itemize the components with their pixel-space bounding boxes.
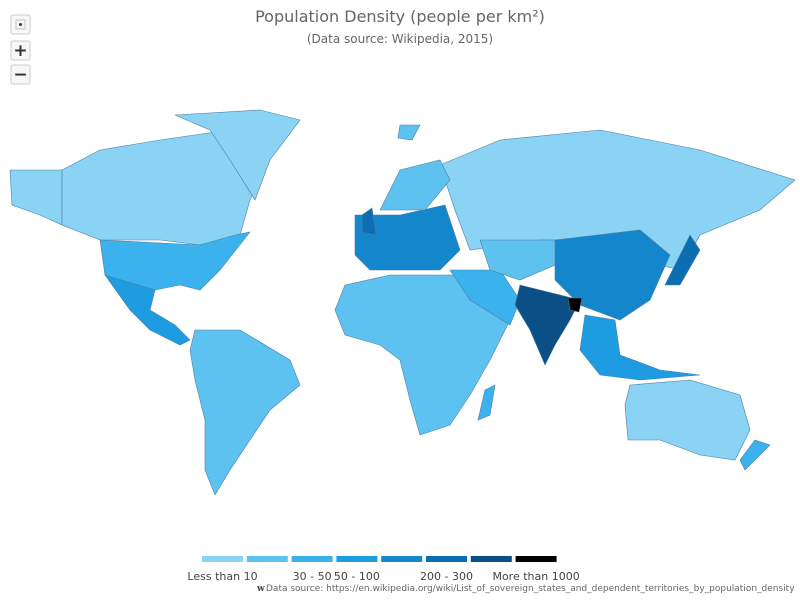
region <box>579 314 701 381</box>
legend-swatch <box>381 556 423 562</box>
legend-swatch <box>515 556 557 562</box>
region <box>514 284 581 366</box>
credits-icon: w <box>256 584 265 594</box>
legend-label: 50 - 100 <box>334 570 380 583</box>
legend: Less than 10 30 - 50 50 - 100 200 - 300 More… <box>187 556 580 583</box>
region <box>567 297 583 313</box>
region <box>361 207 377 236</box>
legend-swatch <box>470 556 512 562</box>
legend-swatch <box>246 556 288 562</box>
region <box>624 379 751 461</box>
legend-swatch <box>202 556 243 562</box>
region <box>354 204 461 271</box>
region <box>189 329 301 496</box>
region <box>479 239 561 281</box>
zoom-in[interactable]: + <box>10 40 31 61</box>
region <box>61 129 261 246</box>
zoom-out[interactable]: − <box>10 64 31 85</box>
zoom-reset[interactable] <box>10 14 31 35</box>
legend-label: Less than 10 <box>187 570 257 583</box>
region <box>739 439 771 471</box>
subtitle: (Data source: Wikipedia, 2015) <box>307 32 493 46</box>
legend-label: 30 - 50 <box>293 570 332 583</box>
credits[interactable]: Data source: https://en.wikipedia.org/wi… <box>266 584 795 594</box>
legend-label: More than 1000 <box>492 570 579 583</box>
region <box>174 109 301 201</box>
region <box>379 159 451 211</box>
region <box>397 124 421 141</box>
zoom-out-label[interactable]: − <box>13 65 27 85</box>
region <box>664 234 701 286</box>
legend-swatch <box>336 556 378 562</box>
zoom-in-label[interactable]: + <box>13 41 27 61</box>
legend-label: 200 - 300 <box>420 570 473 583</box>
region <box>554 229 671 321</box>
legend-swatch <box>291 556 333 562</box>
region <box>9 169 63 226</box>
legend-swatch <box>426 556 467 562</box>
region <box>104 274 191 346</box>
region <box>477 384 496 421</box>
title: Population Density (people per km²) <box>255 7 545 26</box>
countries <box>9 109 796 496</box>
